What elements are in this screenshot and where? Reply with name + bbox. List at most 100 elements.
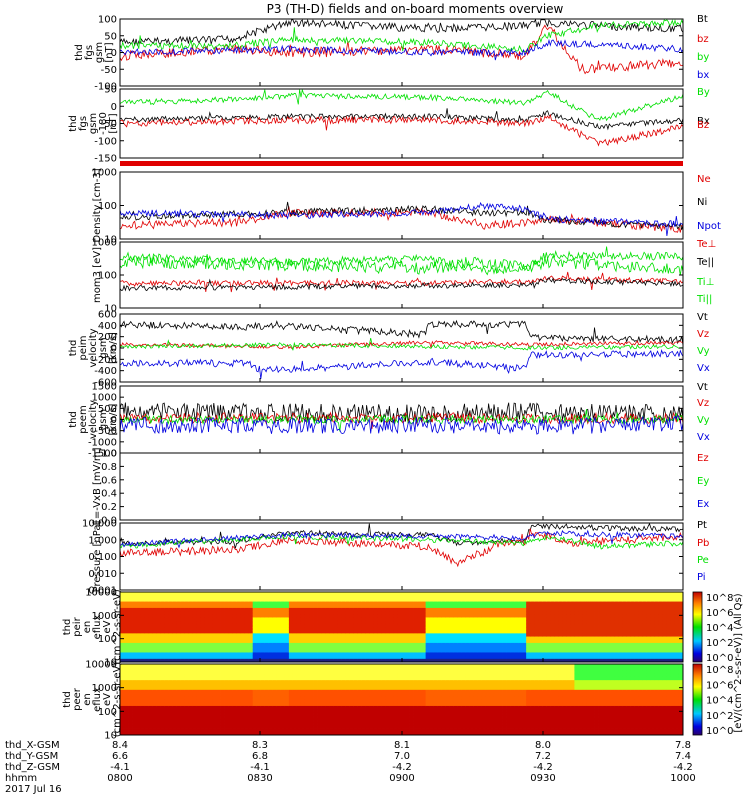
heatmap-cell bbox=[321, 712, 326, 717]
y-tick-label: 100 bbox=[98, 271, 117, 282]
heatmap-cell bbox=[228, 633, 233, 637]
heatmap-cell bbox=[228, 617, 233, 622]
heatmap-cell bbox=[417, 646, 423, 650]
heatmap-cell bbox=[296, 686, 302, 691]
heatmap-cell bbox=[292, 620, 298, 625]
heatmap-cell bbox=[401, 633, 406, 637]
heatmap-cell bbox=[212, 633, 217, 637]
legend-Bt: Bt bbox=[697, 14, 708, 25]
heatmap-cell bbox=[582, 633, 587, 637]
heatmap-cell bbox=[184, 722, 189, 726]
heatmap-cell bbox=[208, 676, 213, 681]
heatmap-cell bbox=[304, 693, 310, 697]
heatmap-cell bbox=[393, 636, 398, 641]
heatmap-cell bbox=[337, 664, 342, 668]
heatmap-cell bbox=[574, 623, 579, 628]
heatmap-cell bbox=[140, 642, 145, 647]
heatmap-cell bbox=[292, 664, 298, 668]
heatmap-cell bbox=[654, 614, 660, 618]
heatmap-cell bbox=[662, 611, 668, 615]
heatmap-cell bbox=[204, 633, 209, 637]
heatmap-cell bbox=[538, 655, 543, 660]
heatmap-cell bbox=[401, 617, 406, 622]
heatmap-cell bbox=[678, 595, 684, 599]
heatmap-cell bbox=[365, 702, 370, 707]
heatmap-cell bbox=[325, 604, 330, 609]
heatmap-cell bbox=[148, 702, 153, 707]
heatmap-cell bbox=[140, 595, 145, 599]
heatmap-cell bbox=[268, 592, 274, 596]
heatmap-cell bbox=[152, 715, 157, 720]
heatmap-cell bbox=[534, 595, 539, 599]
heatmap-cell bbox=[224, 693, 229, 697]
heatmap-cell bbox=[224, 627, 229, 631]
heatmap-cell bbox=[405, 696, 410, 700]
heatmap-cell bbox=[212, 731, 217, 736]
heatmap-cell bbox=[590, 646, 595, 650]
heatmap-cell bbox=[602, 627, 607, 631]
heatmap-cell bbox=[136, 633, 141, 637]
heatmap-cell bbox=[224, 696, 229, 700]
heatmap-cell bbox=[144, 649, 149, 653]
heatmap-cell bbox=[473, 611, 479, 615]
heatmap-cell bbox=[465, 623, 471, 628]
heatmap-cell bbox=[566, 617, 571, 622]
heatmap-cell bbox=[168, 683, 173, 687]
heatmap-cell bbox=[329, 712, 334, 717]
heatmap-cell bbox=[618, 639, 624, 644]
heatmap-cell bbox=[321, 617, 326, 622]
heatmap-cell bbox=[252, 611, 258, 615]
heatmap-cell bbox=[489, 636, 495, 641]
heatmap-cell bbox=[325, 595, 330, 599]
heatmap-cell bbox=[566, 652, 571, 657]
heatmap-cell bbox=[562, 639, 567, 644]
heatmap-cell bbox=[160, 592, 165, 596]
heatmap-cell bbox=[248, 592, 254, 596]
heatmap-cell bbox=[381, 702, 386, 707]
heatmap-cell bbox=[369, 693, 374, 697]
heatmap-cell bbox=[498, 649, 503, 653]
heatmap-cell bbox=[164, 642, 169, 647]
heatmap-cell bbox=[256, 670, 262, 675]
heatmap-cell bbox=[554, 611, 559, 615]
panel-frame bbox=[119, 313, 684, 383]
heatmap-cell bbox=[216, 601, 221, 606]
heatmap-cell bbox=[156, 715, 161, 720]
heatmap-cell bbox=[413, 696, 418, 700]
heatmap-cell bbox=[292, 689, 298, 694]
heatmap-cell bbox=[325, 649, 330, 653]
heatmap-cell bbox=[192, 636, 197, 641]
heatmap-cell bbox=[317, 699, 322, 704]
heatmap-cell bbox=[264, 718, 270, 723]
heatmap-cell bbox=[445, 639, 451, 644]
heatmap-cell bbox=[132, 731, 137, 736]
heatmap-cell bbox=[598, 595, 603, 599]
heatmap-cell bbox=[365, 731, 370, 736]
heatmap-cell bbox=[457, 604, 463, 609]
heatmap-cell bbox=[502, 614, 507, 618]
heatmap-cell bbox=[630, 604, 636, 609]
heatmap-cell bbox=[401, 595, 406, 599]
heatmap-cell bbox=[389, 592, 394, 596]
heatmap-cell bbox=[300, 607, 306, 612]
heatmap-cell bbox=[260, 639, 266, 644]
heatmap-cell bbox=[353, 667, 358, 671]
heatmap-cell bbox=[453, 636, 459, 641]
heatmap-cell bbox=[417, 728, 423, 733]
heatmap-cell bbox=[212, 639, 217, 644]
heatmap-cell bbox=[120, 731, 125, 736]
heatmap-cell bbox=[313, 655, 318, 660]
heatmap-cell bbox=[373, 680, 378, 684]
heatmap-cell bbox=[506, 658, 511, 663]
heatmap-cell bbox=[240, 686, 246, 691]
heatmap-cell bbox=[140, 731, 145, 736]
heatmap-cell bbox=[361, 667, 366, 671]
heatmap-cell bbox=[441, 649, 447, 653]
heatmap-cell bbox=[236, 702, 242, 707]
heatmap-cell bbox=[578, 601, 583, 606]
heatmap-cell bbox=[180, 604, 185, 609]
heatmap-cell bbox=[626, 649, 632, 653]
heatmap-cell bbox=[670, 642, 676, 647]
heatmap-cell bbox=[353, 592, 358, 596]
heatmap-cell bbox=[546, 598, 551, 602]
